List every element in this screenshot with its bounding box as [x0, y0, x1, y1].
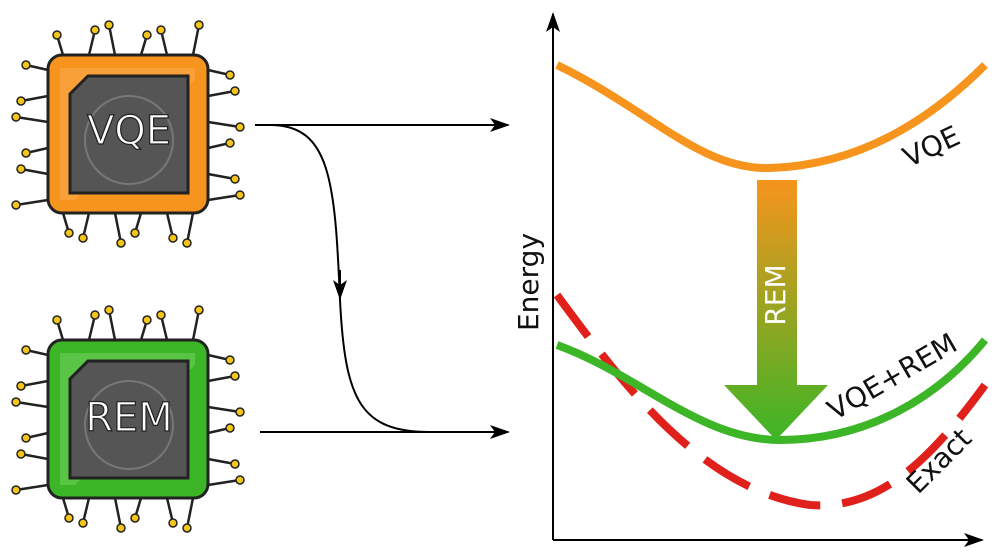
curve-label: Exact — [900, 422, 978, 500]
pin — [156, 310, 166, 320]
pin — [107, 309, 117, 341]
pin — [142, 315, 152, 325]
pin — [52, 30, 62, 40]
pin — [235, 190, 245, 200]
pin — [15, 198, 49, 207]
pin — [52, 315, 62, 325]
pin — [225, 70, 235, 80]
pin — [90, 25, 100, 35]
pin — [230, 459, 240, 469]
pin — [182, 238, 192, 248]
axes — [546, 12, 984, 547]
flow-arrows — [255, 118, 510, 439]
pin — [21, 60, 31, 70]
chip-label: REM — [85, 395, 173, 441]
y-axis-label: Energy — [512, 233, 545, 331]
pin — [78, 518, 88, 528]
pin — [130, 228, 140, 238]
pin — [235, 475, 245, 485]
pin — [225, 423, 235, 433]
pin — [21, 433, 31, 443]
pin — [185, 212, 195, 244]
pin — [15, 115, 49, 124]
pin — [230, 86, 240, 96]
pin — [90, 310, 100, 320]
pin — [78, 233, 88, 243]
pin — [207, 478, 241, 487]
rem-chip: REM — [46, 338, 210, 500]
pin — [11, 397, 21, 407]
pin — [225, 355, 235, 365]
vqe-curve — [555, 61, 988, 173]
pin — [230, 371, 240, 381]
pin — [225, 138, 235, 148]
pin — [207, 193, 241, 202]
pin — [15, 400, 49, 409]
pin — [64, 228, 74, 238]
pin — [11, 200, 21, 210]
chip-label: VQE — [87, 108, 171, 154]
pin — [235, 407, 245, 417]
vqe-rem-curve — [555, 337, 989, 445]
pin — [16, 449, 26, 459]
pin — [191, 24, 201, 56]
pin — [194, 305, 204, 315]
pin — [182, 523, 192, 533]
pin — [185, 497, 195, 529]
pin — [142, 30, 152, 40]
pin — [116, 523, 126, 533]
pin — [104, 305, 114, 315]
pin — [235, 122, 245, 132]
pin — [64, 513, 74, 523]
pin — [207, 405, 241, 414]
pin — [191, 309, 201, 341]
pin — [130, 513, 140, 523]
pin — [168, 233, 178, 243]
vqe-chip: VQE — [46, 53, 210, 215]
pin — [116, 238, 126, 248]
pin — [113, 497, 123, 529]
pin — [15, 483, 49, 492]
rem-arrow — [724, 180, 828, 440]
pin — [230, 174, 240, 184]
pin — [21, 148, 31, 158]
pin — [104, 20, 114, 30]
pin — [21, 345, 31, 355]
pin — [16, 164, 26, 174]
pin — [156, 25, 166, 35]
pin — [194, 20, 204, 30]
pin — [207, 120, 241, 129]
rem-arrow-label: REM — [759, 264, 792, 325]
pin — [107, 24, 117, 56]
pin — [11, 485, 21, 495]
pin — [168, 518, 178, 528]
pin — [11, 112, 21, 122]
pin — [16, 96, 26, 106]
chip-pins — [11, 20, 245, 533]
pin — [16, 381, 26, 391]
pin — [113, 212, 123, 244]
